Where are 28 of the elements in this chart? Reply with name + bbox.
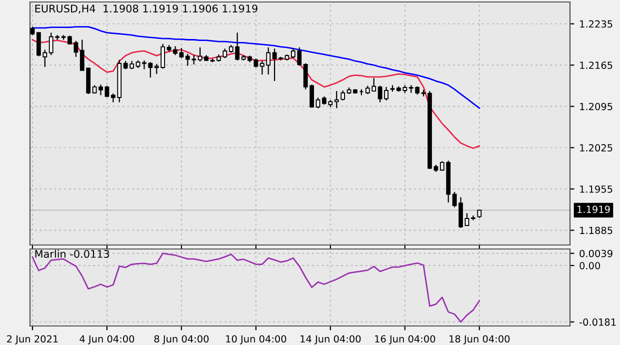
x-tick-label: 4 Jun 04:00 [80, 335, 134, 344]
candlestick [179, 47, 184, 59]
y-tick-label: 1.2095 [580, 102, 612, 110]
y-tick-label: 1.1885 [580, 226, 612, 234]
candlestick [98, 84, 103, 96]
x-tick-label: 8 Jun 04:00 [154, 335, 209, 344]
y-tick-label: 0.0039 [580, 250, 612, 258]
candlestick [452, 191, 457, 208]
chart-title: EURUSD,H4 1.1908 1.1919 1.1906 1.1919 [35, 4, 258, 14]
line-series [32, 26, 480, 109]
candlestick [104, 85, 110, 98]
x-tick-label: 10 Jun 04:00 [226, 335, 286, 344]
y-tick-label: -0.0181 [580, 318, 616, 326]
x-tick-label: 18 Jun 04:00 [450, 335, 510, 344]
x-tick-label: 14 Jun 04:00 [300, 335, 361, 344]
y-tick-label: 1.2165 [580, 62, 612, 69]
candlestick [464, 212, 470, 226]
ref-line-label: 1.1919 [578, 206, 610, 214]
candlestick [272, 48, 277, 82]
y-tick-label: 1.1955 [580, 185, 612, 193]
y-tick-label: 0.00 [580, 262, 600, 270]
x-tick-label: 16 Jun 04:00 [375, 335, 436, 344]
candlestick [458, 196, 463, 228]
x-tick-label: 2 Jun 2021 [7, 335, 58, 344]
y-tick-label: 1.2025 [580, 144, 612, 152]
y-tick-label: 1.2235 [580, 20, 612, 28]
chart-title: Marlin -0.0113 [35, 250, 110, 258]
candlestick [316, 96, 320, 109]
